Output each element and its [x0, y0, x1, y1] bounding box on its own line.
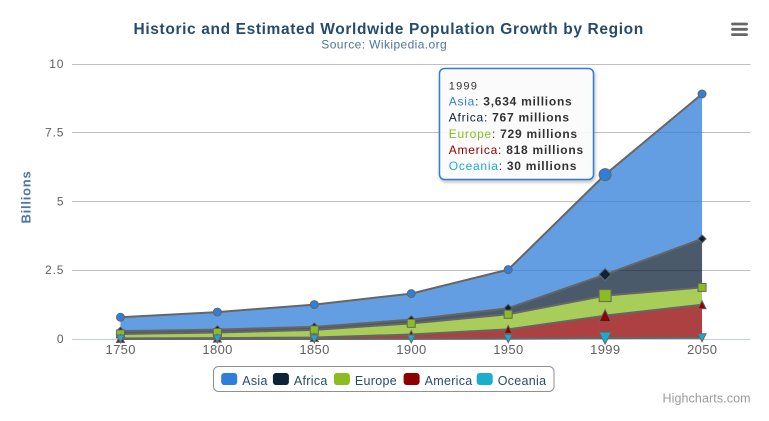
- svg-text:1999: 1999: [590, 342, 620, 357]
- svg-text:Oceania: 30 millions: Oceania: 30 millions: [449, 159, 577, 173]
- svg-text:2050: 2050: [687, 342, 717, 357]
- svg-text:5: 5: [57, 194, 65, 208]
- svg-text:America: America: [425, 374, 473, 388]
- svg-text:1900: 1900: [396, 342, 426, 357]
- svg-text:1850: 1850: [299, 342, 329, 357]
- svg-text:1950: 1950: [493, 342, 523, 357]
- svg-text:2.5: 2.5: [45, 263, 64, 277]
- svg-text:Europe: 729 millions: Europe: 729 millions: [449, 127, 578, 141]
- svg-text:1800: 1800: [202, 342, 232, 357]
- svg-text:Historic and Estimated Worldwi: Historic and Estimated Worldwide Populat…: [134, 21, 644, 38]
- svg-text:Asia: Asia: [242, 374, 268, 388]
- svg-text:10: 10: [49, 57, 64, 71]
- svg-text:Europe: Europe: [355, 374, 397, 388]
- svg-text:Billions: Billions: [19, 171, 34, 224]
- svg-text:1999: 1999: [449, 80, 478, 92]
- svg-text:Asia: 3,634 millions: Asia: 3,634 millions: [449, 95, 573, 109]
- svg-text:1750: 1750: [105, 342, 135, 357]
- svg-text:0: 0: [57, 332, 65, 346]
- svg-text:7.5: 7.5: [45, 126, 64, 140]
- svg-text:Africa: Africa: [294, 374, 328, 388]
- svg-text:Source: Wikipedia.org: Source: Wikipedia.org: [321, 38, 447, 52]
- svg-text:America: 818 millions: America: 818 millions: [449, 143, 584, 157]
- svg-text:Oceania: Oceania: [498, 374, 547, 388]
- svg-text:Highcharts.com: Highcharts.com: [662, 392, 750, 406]
- svg-text:Africa: 767 millions: Africa: 767 millions: [449, 111, 570, 125]
